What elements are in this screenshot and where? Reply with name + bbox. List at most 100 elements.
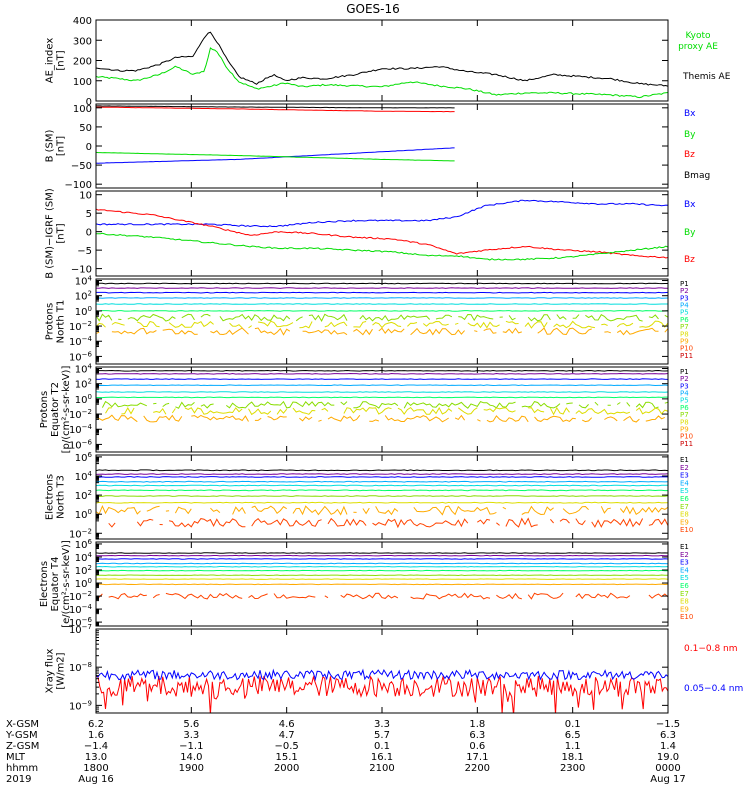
- y-tick-label: 10−6: [69, 438, 93, 451]
- ephemeris-value: −1.4: [84, 741, 108, 752]
- ephemeris-value: Aug 17: [650, 774, 685, 785]
- y-tick-label: 102: [75, 564, 92, 577]
- ephemeris-value: 0.6: [469, 741, 485, 752]
- series-bx: [96, 147, 455, 164]
- channel-line: [96, 495, 668, 497]
- y-tick-label: 104: [75, 275, 93, 288]
- y-tick-label: 104: [75, 363, 93, 376]
- y-tick-label: 10−8: [69, 661, 92, 674]
- channel-line: [96, 391, 668, 393]
- series-xray-0: [96, 674, 668, 713]
- channel-line: [96, 569, 668, 572]
- ephemeris-value: 14.0: [180, 752, 202, 763]
- panel-en-data: [96, 469, 668, 529]
- panel-frame: [95, 454, 669, 540]
- legend-entry: P8: [680, 418, 689, 426]
- ephemeris-value: 1.8: [469, 719, 485, 730]
- panel-xray-data: [96, 668, 668, 713]
- y-tick-label: 200: [73, 57, 92, 68]
- panel-pe: 104 102 100 10−2 10−4 10−6 Protons Equator T2 [p…: [39, 363, 693, 454]
- ephemeris-value: 2100: [369, 763, 394, 774]
- ephemeris-value: 0.1: [565, 719, 581, 730]
- y-tick-label: 10−2: [69, 320, 92, 333]
- ephemeris-value: 19.0: [657, 752, 679, 763]
- panel-frame: [95, 628, 669, 714]
- legend-entry: Bz: [684, 150, 695, 160]
- panel-frame: [95, 190, 669, 277]
- legend-entry: P8: [680, 330, 689, 338]
- legend-entry: Bx: [684, 109, 696, 119]
- y-tick-label: −50: [71, 161, 92, 172]
- ephemeris-value: Aug 16: [78, 774, 113, 785]
- channel-line: [96, 489, 668, 492]
- y-axis-label: North T1: [56, 300, 67, 344]
- channel-line: [96, 554, 668, 557]
- legend-entry: E7: [680, 590, 689, 598]
- y-tick-label: 100: [73, 104, 92, 115]
- channel-line: [96, 592, 668, 600]
- legend-entry: P4: [680, 302, 689, 310]
- y-tick-label: 102: [75, 378, 92, 391]
- ephemeris-value: 6.2: [88, 719, 104, 730]
- ephemeris-value: −1.5: [656, 719, 680, 730]
- plot-title: GOES-16: [346, 2, 400, 16]
- series-bz: [96, 106, 455, 113]
- y-axis-label: [nT]: [56, 136, 67, 156]
- y-tick-label: 300: [73, 36, 92, 47]
- legend-entry: 0.05−0.4 nm: [684, 684, 743, 694]
- y-tick-label: −10: [71, 265, 92, 276]
- ephemeris-value: 5.7: [374, 730, 390, 741]
- legend-entry: P3: [680, 382, 689, 390]
- series-kyoto-proxy-ae: [96, 47, 668, 99]
- legend-entry: P5: [680, 397, 689, 405]
- legend-entry: P3: [680, 294, 689, 302]
- ephemeris-value: 6.3: [660, 730, 676, 741]
- series-by: [96, 151, 455, 162]
- channel-line: [96, 484, 668, 487]
- ephemeris-value: 1900: [179, 763, 204, 774]
- legend-entry: E4: [680, 566, 689, 574]
- y-tick-label: 0: [86, 228, 92, 239]
- channel-line: [96, 578, 668, 580]
- legend-entry: E6: [680, 495, 689, 503]
- channel-line: [96, 562, 668, 565]
- ephemeris-value: 1.6: [88, 730, 104, 741]
- ephemeris-value: 6.3: [469, 730, 485, 741]
- panel-frame: [95, 103, 669, 189]
- ephemeris-value: 15.1: [276, 752, 298, 763]
- channel-line: [96, 320, 668, 329]
- y-tick-label: 0: [86, 142, 92, 153]
- legend-entry: Bx: [684, 200, 696, 210]
- panel-ae-data: [96, 31, 668, 99]
- legend-entry: E8: [680, 598, 689, 606]
- legend-entry: P10: [680, 345, 693, 353]
- channel-line: [96, 501, 668, 504]
- y-axis-label: [p/(cm²-s-sr-keV)]: [61, 366, 72, 454]
- y-axis-label: Xray flux: [45, 649, 56, 694]
- legend-entry: proxy AE: [678, 42, 718, 52]
- y-axis-label: [e/(cm²-s-sr-keV)]: [61, 540, 72, 628]
- ephemeris-value: 1800: [83, 763, 108, 774]
- y-tick-label: 10−6: [69, 350, 93, 363]
- y-axis-label: Protons: [45, 303, 56, 340]
- y-tick-label: 10−2: [69, 527, 92, 540]
- y-tick-label: 100: [75, 577, 92, 590]
- ephemeris-value: 1.1: [565, 741, 581, 752]
- ephemeris-value: 17.1: [466, 752, 488, 763]
- legend-entry: E2: [680, 464, 689, 472]
- legend-entry: P11: [680, 352, 693, 360]
- ephemeris-value: 1.4: [660, 741, 676, 752]
- ephemeris-value: 2000: [274, 763, 299, 774]
- legend-entry: P9: [680, 337, 689, 345]
- ephemeris-value: 13.0: [85, 752, 107, 763]
- legend-entry: P9: [680, 425, 689, 433]
- y-axis-label: Electrons: [39, 561, 50, 607]
- ephemeris-value: 2300: [560, 763, 585, 774]
- y-tick-label: 104: [75, 551, 93, 564]
- y-tick-label: 100: [75, 305, 92, 318]
